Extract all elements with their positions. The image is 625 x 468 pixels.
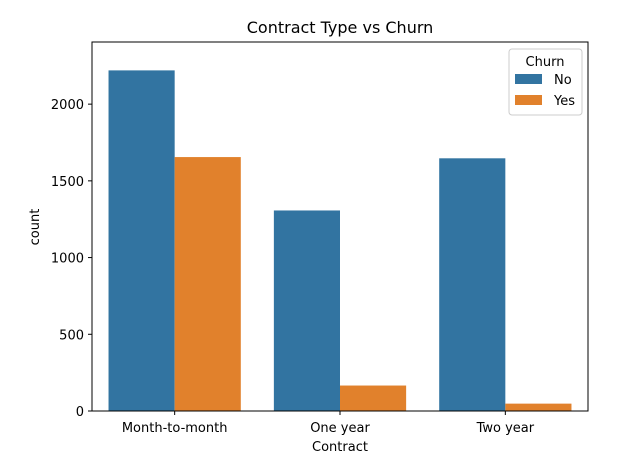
legend-swatch-yes <box>515 95 542 105</box>
y-tick-label: 2000 <box>51 98 84 113</box>
bars-layer <box>108 70 572 411</box>
x-axis-title: Contract <box>312 440 368 455</box>
bar-month-to-month-no <box>108 70 175 411</box>
legend-swatch-no <box>515 74 542 84</box>
bar-two-year-no <box>439 158 506 411</box>
legend: Churn No Yes <box>508 48 583 116</box>
x-tick-label: Month-to-month <box>122 421 228 436</box>
legend-label-no: No <box>554 73 572 88</box>
legend-title: Churn <box>526 55 565 70</box>
bar-two-year-yes <box>505 403 572 411</box>
bar-one-year-yes <box>340 385 407 411</box>
y-tick-label: 0 <box>76 405 84 420</box>
axes-layer: 0 500 1000 1500 2000 Month-to-month One year Tw… <box>51 41 589 436</box>
y-tick-label: 500 <box>59 328 84 343</box>
chart-title: Contract Type vs Churn <box>247 18 434 37</box>
legend-label-yes: Yes <box>553 94 575 109</box>
y-axis-title: count <box>28 209 43 246</box>
y-tick-label: 1500 <box>51 175 84 190</box>
y-tick-label: 1000 <box>51 252 84 267</box>
bar-one-year-no <box>273 210 340 411</box>
bar-month-to-month-yes <box>174 157 241 411</box>
x-tick-label: Two year <box>476 421 535 436</box>
legend-entries: No Yes <box>515 73 575 109</box>
x-tick-label: One year <box>310 421 370 436</box>
